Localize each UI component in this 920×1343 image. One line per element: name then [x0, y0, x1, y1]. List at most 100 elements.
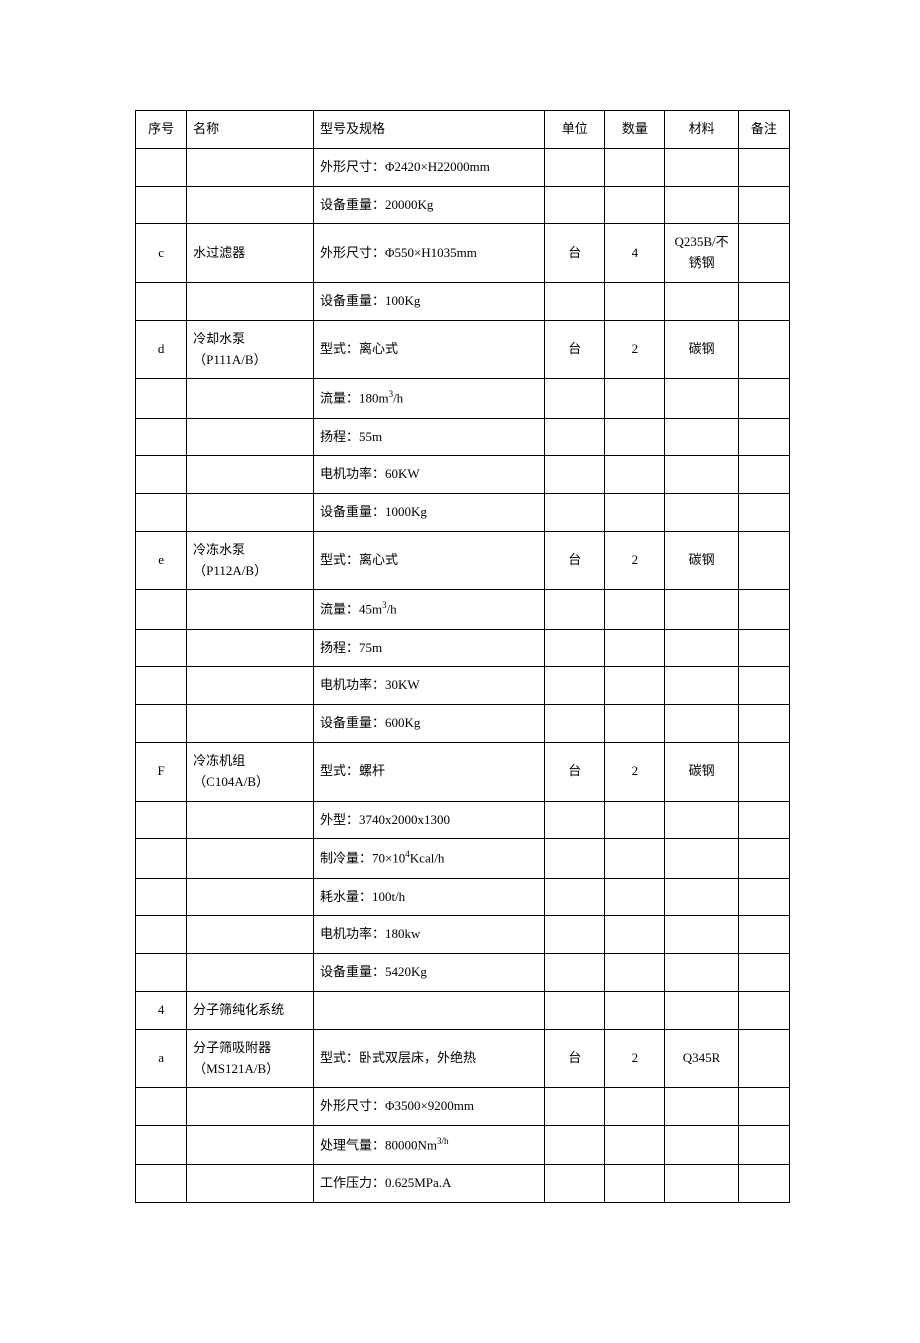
cell-name: [187, 494, 314, 532]
cell-seq: [136, 494, 187, 532]
cell-name: [187, 456, 314, 494]
cell-note: [738, 1165, 789, 1203]
cell-seq: [136, 839, 187, 878]
cell-note: [738, 629, 789, 667]
cell-name: [187, 590, 314, 629]
cell-note: [738, 531, 789, 590]
cell-seq: [136, 705, 187, 743]
cell-mat: [665, 1165, 738, 1203]
table-row: 流量：180m3/h: [136, 379, 790, 418]
cell-unit: 台: [545, 743, 605, 802]
cell-spec: 耗水量：100t/h: [313, 878, 544, 916]
table-row: 设备重量：600Kg: [136, 705, 790, 743]
cell-qty: [605, 991, 665, 1029]
cell-spec: 设备重量：100Kg: [313, 282, 544, 320]
header-mat: 材料: [665, 111, 738, 149]
table-body: 外形尺寸：Φ2420×H22000mm设备重量：20000Kgc水过滤器外形尺寸…: [136, 148, 790, 1202]
cell-unit: 台: [545, 320, 605, 379]
table-row: 设备重量：100Kg: [136, 282, 790, 320]
cell-mat: [665, 186, 738, 224]
cell-seq: [136, 801, 187, 839]
table-row: 耗水量：100t/h: [136, 878, 790, 916]
cell-name: 分子筛吸附器（MS121A/B）: [187, 1029, 314, 1088]
cell-mat: 碳钢: [665, 531, 738, 590]
cell-mat: Q345R: [665, 1029, 738, 1088]
cell-qty: [605, 1165, 665, 1203]
cell-spec: 扬程：75m: [313, 629, 544, 667]
cell-unit: [545, 667, 605, 705]
cell-name: [187, 148, 314, 186]
table-row: 外形尺寸：Φ3500×9200mm: [136, 1088, 790, 1126]
cell-mat: [665, 801, 738, 839]
cell-seq: [136, 1165, 187, 1203]
cell-note: [738, 148, 789, 186]
cell-mat: [665, 418, 738, 456]
table-row: c水过滤器外形尺寸：Φ550×H1035mm台4Q235B/不锈钢: [136, 224, 790, 283]
table-row: 外形尺寸：Φ2420×H22000mm: [136, 148, 790, 186]
cell-name: [187, 418, 314, 456]
cell-name: [187, 1126, 314, 1165]
cell-qty: [605, 379, 665, 418]
header-spec: 型号及规格: [313, 111, 544, 149]
cell-mat: [665, 954, 738, 992]
cell-note: [738, 456, 789, 494]
cell-mat: [665, 379, 738, 418]
cell-mat: [665, 991, 738, 1029]
cell-mat: [665, 494, 738, 532]
cell-unit: [545, 1165, 605, 1203]
cell-mat: [665, 705, 738, 743]
cell-seq: [136, 148, 187, 186]
document-page: 序号 名称 型号及规格 单位 数量 材料 备注 外形尺寸：Φ2420×H2200…: [0, 0, 920, 1343]
cell-note: [738, 916, 789, 954]
cell-note: [738, 282, 789, 320]
cell-seq: c: [136, 224, 187, 283]
table-row: 处理气量：80000Nm3/h: [136, 1126, 790, 1165]
cell-mat: [665, 839, 738, 878]
cell-unit: [545, 878, 605, 916]
cell-unit: [545, 379, 605, 418]
cell-unit: [545, 418, 605, 456]
header-unit: 单位: [545, 111, 605, 149]
cell-name: [187, 705, 314, 743]
table-row: 4分子筛纯化系统: [136, 991, 790, 1029]
cell-mat: [665, 282, 738, 320]
cell-unit: [545, 590, 605, 629]
cell-note: [738, 418, 789, 456]
cell-unit: [545, 148, 605, 186]
cell-spec: 电机功率：30KW: [313, 667, 544, 705]
table-row: 设备重量：5420Kg: [136, 954, 790, 992]
table-header: 序号 名称 型号及规格 单位 数量 材料 备注: [136, 111, 790, 149]
cell-mat: [665, 629, 738, 667]
table-row: 设备重量：20000Kg: [136, 186, 790, 224]
cell-spec: 型式：卧式双层床，外绝热: [313, 1029, 544, 1088]
cell-name: 水过滤器: [187, 224, 314, 283]
cell-qty: 4: [605, 224, 665, 283]
cell-note: [738, 878, 789, 916]
cell-note: [738, 839, 789, 878]
table-row: 工作压力：0.625MPa.A: [136, 1165, 790, 1203]
cell-qty: [605, 418, 665, 456]
cell-qty: [605, 456, 665, 494]
cell-qty: [605, 629, 665, 667]
cell-seq: [136, 629, 187, 667]
cell-qty: 2: [605, 320, 665, 379]
cell-unit: [545, 916, 605, 954]
equipment-table: 序号 名称 型号及规格 单位 数量 材料 备注 外形尺寸：Φ2420×H2200…: [135, 110, 790, 1203]
table-row: a分子筛吸附器（MS121A/B）型式：卧式双层床，外绝热台2Q345R: [136, 1029, 790, 1088]
cell-name: 分子筛纯化系统: [187, 991, 314, 1029]
table-row: 扬程：55m: [136, 418, 790, 456]
cell-unit: [545, 1126, 605, 1165]
table-row: 电机功率：30KW: [136, 667, 790, 705]
cell-seq: e: [136, 531, 187, 590]
cell-spec: 型式：螺杆: [313, 743, 544, 802]
cell-mat: [665, 456, 738, 494]
cell-note: [738, 743, 789, 802]
cell-note: [738, 1088, 789, 1126]
cell-seq: [136, 590, 187, 629]
cell-name: [187, 878, 314, 916]
cell-spec: 制冷量：70×104Kcal/h: [313, 839, 544, 878]
cell-qty: [605, 282, 665, 320]
cell-unit: [545, 1088, 605, 1126]
cell-spec: 工作压力：0.625MPa.A: [313, 1165, 544, 1203]
cell-mat: [665, 916, 738, 954]
